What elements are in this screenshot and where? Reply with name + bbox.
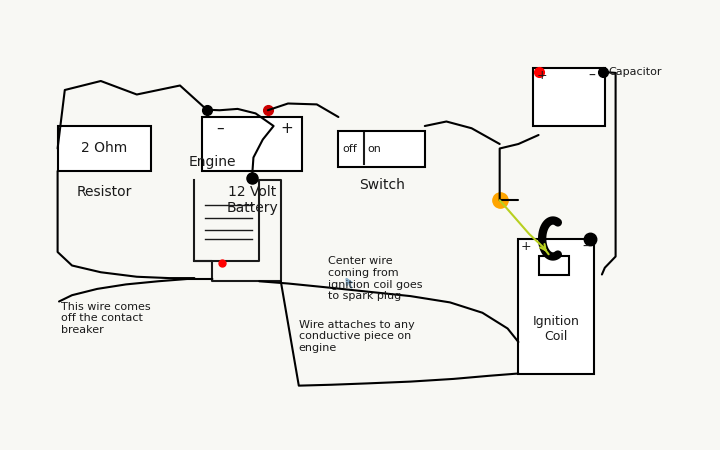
- Text: +: +: [280, 121, 293, 136]
- Bar: [338, 130, 425, 166]
- Bar: [202, 117, 302, 171]
- Bar: [58, 126, 151, 171]
- Bar: [518, 238, 594, 374]
- Text: Resistor: Resistor: [77, 184, 132, 198]
- Text: –: –: [588, 68, 595, 83]
- Text: Ignition
Coil: Ignition Coil: [533, 315, 580, 342]
- Text: Switch: Switch: [359, 178, 405, 192]
- Text: –: –: [582, 239, 589, 254]
- Text: on: on: [367, 144, 381, 153]
- Text: 12 Volt
Battery: 12 Volt Battery: [226, 184, 278, 215]
- Bar: [539, 256, 569, 274]
- Text: 2 Ohm: 2 Ohm: [81, 141, 127, 156]
- Text: –: –: [216, 121, 223, 136]
- Text: Engine: Engine: [189, 155, 236, 169]
- Text: Center wire
coming from
ignition coil goes
to spark plug: Center wire coming from ignition coil go…: [328, 256, 422, 302]
- Text: This wire comes
off the contact
breaker: This wire comes off the contact breaker: [61, 302, 150, 335]
- Bar: [533, 68, 605, 126]
- Text: +: +: [537, 69, 547, 82]
- Text: Capacitor: Capacitor: [608, 67, 662, 77]
- Text: Wire attaches to any
conductive piece on
engine: Wire attaches to any conductive piece on…: [299, 320, 415, 353]
- Text: off: off: [343, 144, 357, 153]
- Text: +: +: [521, 240, 531, 253]
